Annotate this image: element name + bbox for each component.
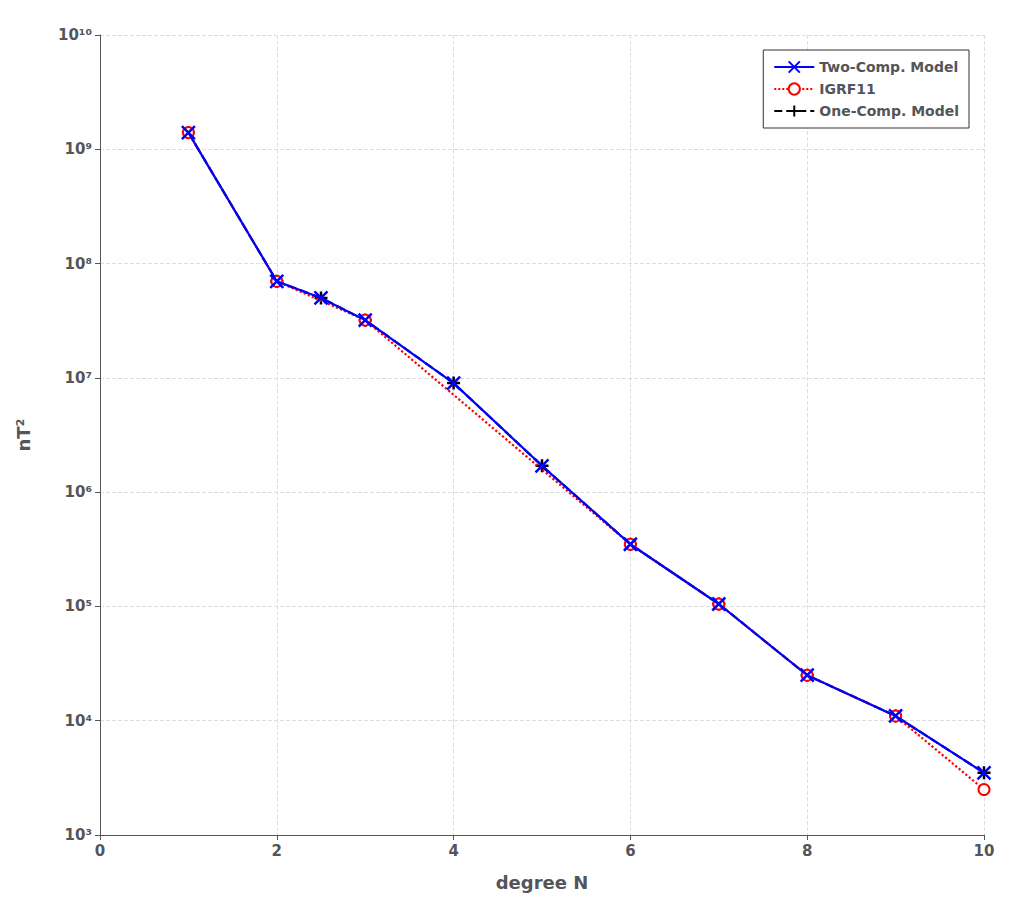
svg-text:10³: 10³ bbox=[65, 826, 92, 844]
svg-text:10⁵: 10⁵ bbox=[65, 597, 92, 615]
svg-text:IGRF11: IGRF11 bbox=[819, 81, 876, 97]
svg-text:10⁸: 10⁸ bbox=[65, 255, 92, 273]
svg-text:nT²: nT² bbox=[13, 419, 34, 452]
svg-text:10⁴: 10⁴ bbox=[65, 712, 92, 730]
svg-text:10⁹: 10⁹ bbox=[65, 140, 92, 158]
svg-text:2: 2 bbox=[272, 842, 282, 860]
svg-text:0: 0 bbox=[95, 842, 105, 860]
svg-text:10⁶: 10⁶ bbox=[65, 483, 92, 501]
svg-text:10⁷: 10⁷ bbox=[65, 369, 92, 387]
svg-text:Two-Comp. Model: Two-Comp. Model bbox=[819, 59, 958, 75]
svg-text:10¹⁰: 10¹⁰ bbox=[58, 26, 92, 44]
svg-text:degree N: degree N bbox=[496, 872, 589, 893]
svg-text:10: 10 bbox=[974, 842, 995, 860]
svg-text:8: 8 bbox=[802, 842, 812, 860]
svg-text:One-Comp. Model: One-Comp. Model bbox=[819, 103, 959, 119]
svg-text:4: 4 bbox=[448, 842, 458, 860]
svg-text:6: 6 bbox=[625, 842, 635, 860]
